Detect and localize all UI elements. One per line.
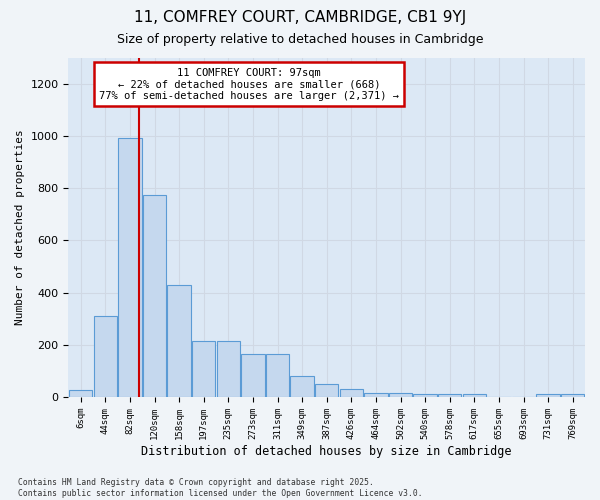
Bar [167,284,191,397]
Bar [192,341,215,397]
Bar [118,138,142,397]
Bar [463,394,486,397]
Bar [438,394,461,397]
Text: Size of property relative to detached houses in Cambridge: Size of property relative to detached ho… [117,32,483,46]
Bar [413,394,437,397]
Bar [143,194,166,397]
Bar [536,394,560,397]
Bar [241,354,265,397]
Bar [94,316,117,397]
X-axis label: Distribution of detached houses by size in Cambridge: Distribution of detached houses by size … [142,444,512,458]
Bar [315,384,338,397]
Text: 11 COMFREY COURT: 97sqm
← 22% of detached houses are smaller (668)
77% of semi-d: 11 COMFREY COURT: 97sqm ← 22% of detache… [99,68,399,101]
Bar [340,389,363,397]
Text: 11, COMFREY COURT, CAMBRIDGE, CB1 9YJ: 11, COMFREY COURT, CAMBRIDGE, CB1 9YJ [134,10,466,25]
Bar [266,354,289,397]
Bar [290,376,314,397]
Bar [69,390,92,397]
Bar [217,341,240,397]
Text: Contains HM Land Registry data © Crown copyright and database right 2025.
Contai: Contains HM Land Registry data © Crown c… [18,478,422,498]
Bar [389,393,412,397]
Y-axis label: Number of detached properties: Number of detached properties [15,130,25,325]
Bar [364,393,388,397]
Bar [561,394,584,397]
